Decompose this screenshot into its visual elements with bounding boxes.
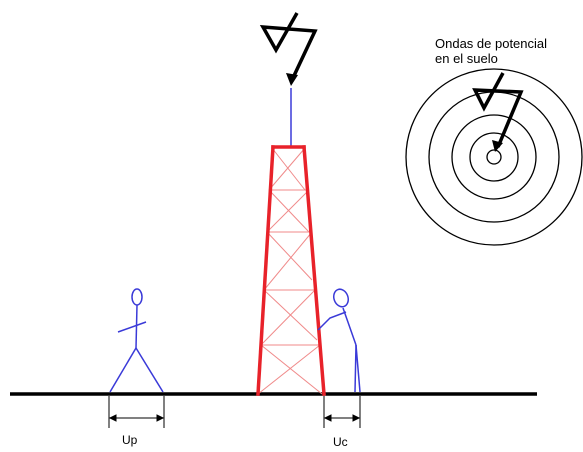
touch-voltage-label: Uc bbox=[333, 435, 348, 449]
step-voltage-label: Up bbox=[122, 433, 138, 447]
step-voltage-dimension bbox=[108, 396, 165, 428]
touching-person bbox=[317, 288, 361, 393]
ground-waves-label-line1: Ondas de potencial bbox=[435, 36, 547, 51]
circles-lightning-bolt-icon bbox=[472, 72, 524, 152]
ground-potential-waves bbox=[405, 68, 583, 246]
touch-voltage-dimension bbox=[323, 396, 361, 428]
transmission-tower bbox=[256, 145, 326, 396]
tower-lightning-bolt-icon bbox=[259, 12, 318, 86]
ground-waves-label-line2: en el suelo bbox=[435, 51, 498, 66]
standing-person bbox=[109, 288, 164, 393]
